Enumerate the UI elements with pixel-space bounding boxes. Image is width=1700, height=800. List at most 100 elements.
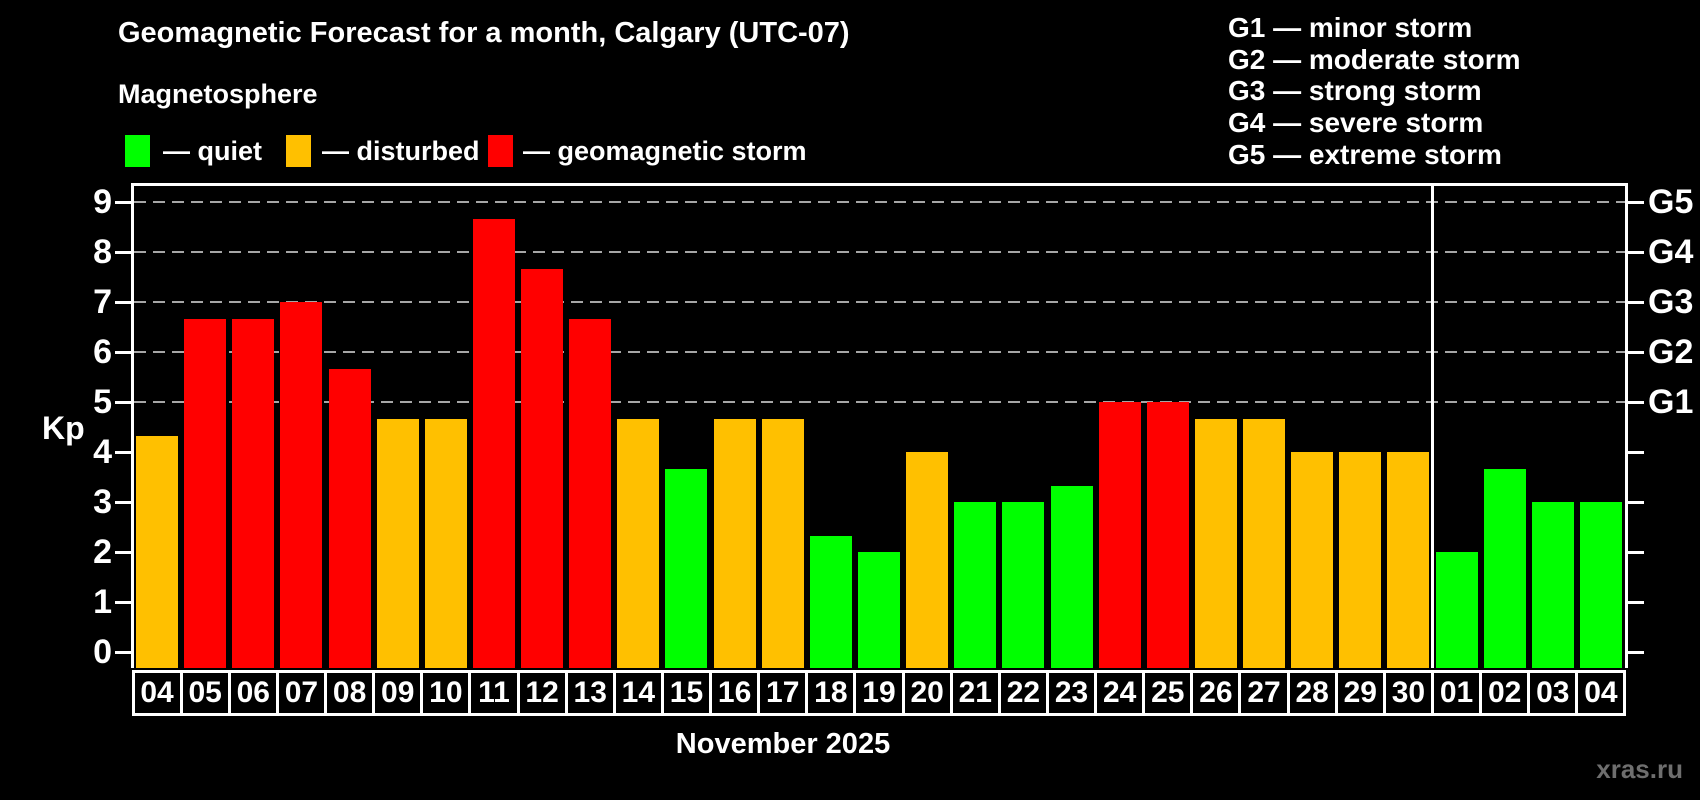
month-separator-line [1430, 183, 1434, 668]
day-label-text: 05 [188, 676, 222, 709]
kp-bar-nov-13 [569, 318, 612, 668]
y-tick-left-0 [115, 650, 131, 654]
y-tick-label-5: 5 [93, 383, 112, 421]
y-tick-left-2 [115, 550, 131, 554]
day-label-nov-09: 09 [372, 670, 424, 716]
y-tick-left-4 [115, 450, 131, 454]
day-label-nov-29: 29 [1334, 670, 1386, 716]
kp-bar-nov-25 [1146, 402, 1189, 668]
day-label-text: 16 [717, 676, 752, 709]
y-tick-right-0 [1628, 650, 1644, 654]
day-label-nov-07: 07 [275, 670, 327, 716]
day-label-text: 18 [814, 676, 848, 709]
y-axis-title: Kp [42, 410, 85, 446]
day-label-nov-28: 28 [1286, 670, 1338, 716]
kp-bar-nov-20 [906, 452, 949, 668]
day-label-text: 07 [284, 676, 319, 709]
day-label-nov-27: 27 [1238, 670, 1290, 716]
day-label-nov-13: 13 [564, 670, 616, 716]
kp-bar-nov-17 [761, 418, 804, 668]
day-label-nov-25: 25 [1142, 670, 1194, 716]
day-label-text: 01 [1439, 676, 1474, 709]
day-label-nov-24: 24 [1094, 670, 1146, 716]
day-label-text: 08 [332, 676, 367, 709]
gridline-kp7 [134, 301, 1625, 303]
g5-legend-line: G5 — extreme storm [1228, 138, 1502, 170]
y-tick-left-3 [115, 500, 131, 504]
y-tick-left-7 [115, 300, 131, 304]
kp-bar-nov-09 [376, 418, 419, 668]
g-axis-label-g3: G3 [1648, 283, 1694, 321]
day-label-nov-15: 15 [660, 670, 713, 716]
y-axis-left [131, 183, 134, 668]
gridline-kp9 [134, 201, 1625, 203]
kp-bar-nov-26 [1194, 418, 1237, 668]
day-label-text: 10 [429, 676, 463, 709]
kp-bar-dec-01 [1435, 552, 1478, 668]
disturbed-legend-label: — disturbed [322, 136, 480, 166]
day-label-nov-23: 23 [1045, 670, 1098, 716]
kp-bar-nov-05 [184, 318, 227, 668]
day-label-nov-05: 05 [179, 670, 231, 716]
g-axis-label-g2: G2 [1648, 333, 1694, 371]
y-tick-left-6 [115, 350, 131, 354]
kp-bar-dec-02 [1483, 468, 1526, 668]
day-label-text: 15 [669, 676, 704, 709]
y-tick-label-4: 4 [93, 433, 112, 471]
day-label-text: 28 [1295, 676, 1329, 709]
y-tick-label-2: 2 [93, 533, 112, 571]
kp-bar-nov-30 [1387, 452, 1430, 668]
y-tick-label-1: 1 [93, 583, 112, 621]
y-tick-right-2 [1628, 550, 1644, 554]
y-tick-right-4 [1628, 450, 1644, 454]
y-tick-label-3: 3 [93, 483, 112, 521]
quiet-legend-swatch [125, 135, 150, 167]
y-tick-right-8 [1628, 250, 1644, 254]
storm-legend-swatch [488, 135, 513, 167]
day-label-nov-08: 08 [324, 670, 376, 716]
kp-bar-dec-04 [1579, 502, 1622, 668]
plot-frame-top [131, 183, 1628, 186]
kp-bar-nov-21 [954, 502, 997, 668]
day-label-text: 12 [525, 676, 559, 709]
day-label-text: 06 [236, 676, 270, 709]
kp-bar-nov-07 [280, 302, 323, 668]
day-label-text: 30 [1391, 676, 1426, 709]
quiet-legend-label: — quiet [163, 136, 262, 166]
day-label-text: 09 [381, 676, 415, 709]
day-label-text: 14 [621, 676, 656, 709]
kp-bar-nov-24 [1098, 402, 1141, 668]
g3-legend-line: G3 — strong storm [1228, 75, 1482, 107]
day-label-text: 02 [1487, 676, 1522, 709]
day-label-nov-20: 20 [901, 670, 953, 716]
kp-bar-nov-11 [472, 218, 515, 668]
g4-legend-line: G4 — severe storm [1228, 107, 1484, 139]
g-axis-label-g4: G4 [1648, 233, 1694, 271]
day-label-text: 17 [766, 676, 800, 709]
day-label-nov-21: 21 [949, 670, 1001, 716]
y-axis-right [1625, 183, 1628, 668]
day-label-nov-12: 12 [516, 670, 568, 716]
day-label-nov-18: 18 [805, 670, 857, 716]
chart-title: Geomagnetic Forecast for a month, Calgar… [118, 17, 850, 49]
gridline-kp5 [134, 401, 1625, 403]
kp-bar-nov-14 [617, 418, 660, 668]
y-tick-left-5 [115, 400, 131, 404]
y-tick-left-9 [115, 200, 131, 204]
y-tick-label-9: 9 [93, 183, 112, 221]
day-label-dec-03: 03 [1527, 670, 1579, 716]
day-label-dec-02: 02 [1479, 670, 1531, 716]
day-label-text: 22 [1006, 676, 1041, 709]
day-label-nov-19: 19 [853, 670, 905, 716]
g-axis-label-g5: G5 [1648, 183, 1694, 221]
y-tick-right-1 [1628, 600, 1644, 604]
day-label-text: 26 [1199, 676, 1233, 709]
y-tick-right-3 [1628, 500, 1644, 504]
gridline-kp8 [134, 251, 1625, 253]
y-tick-right-5 [1628, 400, 1644, 404]
g-scale-legend: G1 — minor storm G2 — moderate storm G3 … [1228, 12, 1521, 171]
y-tick-left-1 [115, 600, 131, 604]
day-label-text: 03 [1536, 676, 1570, 709]
